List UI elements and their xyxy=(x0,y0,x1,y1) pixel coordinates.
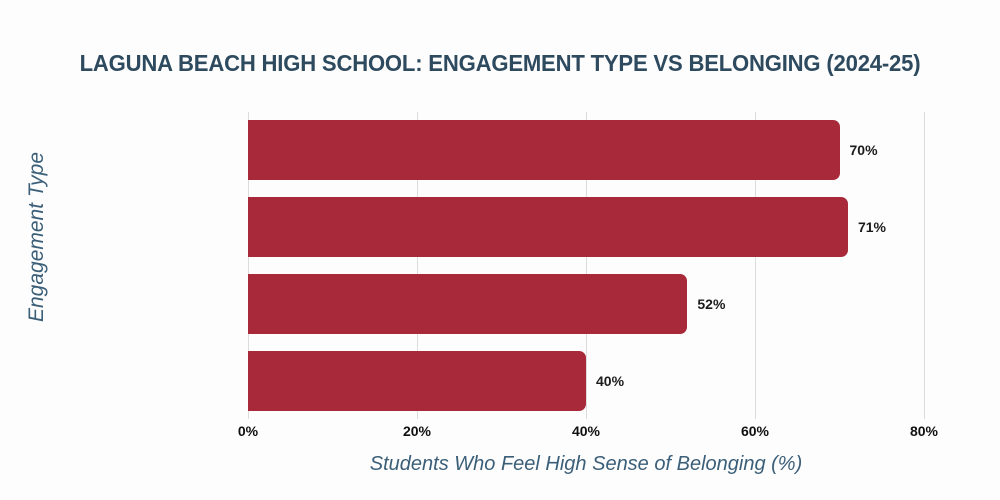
plot-area: 70%Fully Engaged 71%Purposefully Engaged 5… xyxy=(248,112,925,419)
bar[interactable] xyxy=(248,350,586,411)
gridline xyxy=(248,112,249,419)
x-axis-title: Students Who Feel High Sense of Belongin… xyxy=(369,453,803,475)
x-tick-label: 60% xyxy=(740,423,770,439)
x-tick-label: 80% xyxy=(909,423,939,439)
bar[interactable] xyxy=(248,197,848,258)
bar-value-label: 70% xyxy=(849,142,878,159)
page-title: LAGUNA BEACH HIGH SCHOOL: ENGAGEMENT TYP… xyxy=(79,50,921,76)
bar-value-label: 40% xyxy=(596,372,625,389)
gridline xyxy=(924,112,925,419)
bar-row: 52%Doing School xyxy=(248,273,924,334)
bar-row: 71%Purposefully Engaged xyxy=(248,197,924,258)
gridline xyxy=(586,112,587,419)
gridline xyxy=(417,112,418,419)
bar-row: 70%Fully Engaged xyxy=(248,120,924,181)
x-tick-label: 40% xyxy=(571,423,601,439)
bar-value-label: 71% xyxy=(857,219,886,236)
bar-row: 40%Disengaged xyxy=(248,350,924,411)
bar-value-label: 52% xyxy=(697,295,726,312)
gridline xyxy=(755,112,756,419)
bar[interactable] xyxy=(248,120,840,181)
x-tick-label: 20% xyxy=(402,423,432,439)
x-tick-label: 0% xyxy=(237,423,259,439)
bar[interactable] xyxy=(248,273,688,334)
y-axis-title: Engagement Type xyxy=(25,151,48,323)
